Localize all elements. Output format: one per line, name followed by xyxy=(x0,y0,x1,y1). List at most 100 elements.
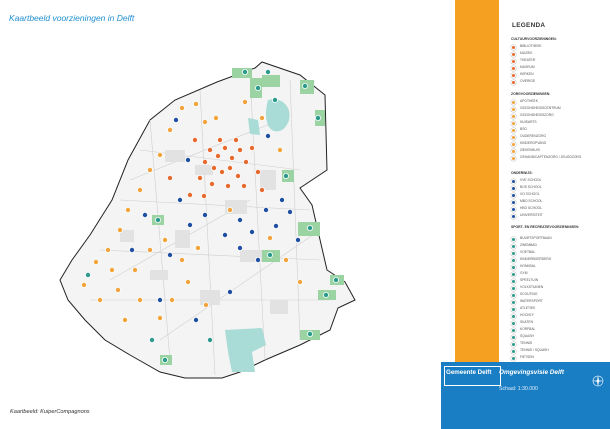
legend-item: ZWEMBAD xyxy=(511,243,537,249)
legend-item: KORFBAL xyxy=(511,327,535,333)
elderly-care-icon xyxy=(511,134,516,140)
primary-school-icon xyxy=(511,185,516,191)
theater-icon xyxy=(511,58,516,64)
gemeente-delft-logo xyxy=(444,366,501,386)
sport-markers xyxy=(85,69,339,363)
legend-item: TENNIS xyxy=(511,341,532,347)
scale-text: Schaal: 1:30.000 xyxy=(499,386,538,392)
legend-item: HUISARTS xyxy=(511,120,537,126)
vocational-school-icon xyxy=(511,199,516,205)
legend-item: KINDERBOERDERIJ xyxy=(511,257,551,263)
legend-item: VOLKSTUINEN xyxy=(511,285,543,291)
library-icon xyxy=(511,44,516,50)
legend-item: MUSEUM xyxy=(511,65,535,71)
childcare-icon xyxy=(511,141,516,147)
north-arrow-icon xyxy=(592,375,604,387)
legend-item: MBO SCHOOL xyxy=(511,199,542,205)
sport-icon xyxy=(511,355,516,361)
legend-item: SCOUTING xyxy=(511,292,537,298)
sport-icon xyxy=(511,306,516,312)
legend-item: BOS SCHOOL xyxy=(511,185,542,191)
legend-item: APOTHEEK xyxy=(511,99,538,105)
legend-item: UNIVERSITEIT xyxy=(511,213,543,219)
water-bodies xyxy=(225,99,290,372)
legend-item: SPEELTUIN xyxy=(511,278,538,284)
sport-icon xyxy=(511,243,516,249)
legend-item: BUURTSPORTBAAN xyxy=(511,236,552,242)
secondary-school-icon xyxy=(511,192,516,198)
hospital-icon xyxy=(511,148,516,154)
legend-section-education: ONDERWIJS: xyxy=(511,171,533,175)
legend-item: WATERSPORT xyxy=(511,299,543,305)
sport-icon xyxy=(511,299,516,305)
museum-icon xyxy=(511,65,516,71)
legend-panel: LEGENDA CULTUURVOORZIENINGEN: BIBLIOTHEE… xyxy=(499,0,610,362)
sport-icon xyxy=(511,236,516,242)
footer-title: Omgevingsvisie Delft xyxy=(499,369,564,376)
sport-icon xyxy=(511,313,516,319)
culture-markers xyxy=(166,136,265,199)
sport-icon xyxy=(511,320,516,326)
legend-item: GEZONDHEIDSCENTRUM xyxy=(511,106,561,112)
university-icon xyxy=(511,213,516,219)
accent-bar xyxy=(455,0,499,429)
education-markers xyxy=(128,117,301,323)
legend-item: KINDEROPVANG xyxy=(511,141,546,147)
logo-text: Gemeente Delft xyxy=(446,369,492,376)
healthcare-icon xyxy=(511,113,516,119)
legend-item: BSO xyxy=(511,127,527,133)
afterschool-icon xyxy=(511,127,516,133)
sport-icon xyxy=(511,334,516,340)
legend-item: VOETBAL xyxy=(511,250,535,256)
legend-item: KERKEN xyxy=(511,72,534,78)
health-center-icon xyxy=(511,106,516,112)
preschool-icon xyxy=(511,178,516,184)
legend-item: HONKBAL xyxy=(511,264,536,270)
college-icon xyxy=(511,206,516,212)
sport-icon xyxy=(511,292,516,298)
map-credit: Kaartbeeld: KuiperCompagnons xyxy=(10,409,90,415)
legend-item: ZIEKENHUIS xyxy=(511,148,540,154)
care-markers xyxy=(81,99,303,323)
sport-icon xyxy=(511,278,516,284)
church-icon xyxy=(511,72,516,78)
sport-icon xyxy=(511,250,516,256)
legend-item: HOCKEY xyxy=(511,313,534,319)
legend-title: LEGENDA xyxy=(512,22,546,29)
sport-icon xyxy=(511,348,516,354)
sport-icon xyxy=(511,271,516,277)
sport-icon xyxy=(511,257,516,263)
gp-icon xyxy=(511,120,516,126)
legend-item: FIETSEN xyxy=(511,355,534,361)
map-area[interactable]: Kaartbeeld voorzieningen in Delft xyxy=(0,0,455,429)
legend-section-care: ZORGVOORZIENINGEN: xyxy=(511,92,551,96)
sport-icon xyxy=(511,327,516,333)
legend-item: SQUASH xyxy=(511,334,534,340)
legend-item: OVERIGE xyxy=(511,79,535,85)
legend-item: THEATER xyxy=(511,58,535,64)
legend-item: GEZONDHEIDSZORG xyxy=(511,113,554,119)
legend-item: MUZIEK xyxy=(511,51,532,57)
legend-item: BIBLIOTHEEK xyxy=(511,44,542,50)
legend-section-sport: SPORT- EN RECREATIEVOORZIENINGEN: xyxy=(511,225,580,229)
legend-item: OUDERENZORG xyxy=(511,134,546,140)
legend-item: TENNIS / SQUASH xyxy=(511,348,549,354)
legend-item: ATLETIEK xyxy=(511,306,535,312)
footer-panel: Gemeente Delft Omgevingsvisie Delft Scha… xyxy=(441,362,610,429)
legend-section-culture: CULTUURVOORZIENINGEN: xyxy=(511,37,557,41)
building-blocks xyxy=(120,150,288,314)
delft-map[interactable] xyxy=(0,0,455,429)
legend-item: SKATEN xyxy=(511,320,533,326)
music-icon xyxy=(511,51,516,57)
other-culture-icon xyxy=(511,79,516,85)
legend-item: HBO SCHOOL xyxy=(511,206,542,212)
legend-item: GYM xyxy=(511,271,528,277)
sport-icon xyxy=(511,341,516,347)
pharmacy-icon xyxy=(511,99,516,105)
sport-icon xyxy=(511,285,516,291)
map-title: Kaartbeeld voorzieningen in Delft xyxy=(9,13,135,23)
legend-item: GEHANDICAPTENZORG / JEUGDZORG xyxy=(511,155,581,161)
sport-icon xyxy=(511,264,516,270)
disability-care-icon xyxy=(511,155,516,161)
legend-item: VO SCHOOL xyxy=(511,192,540,198)
